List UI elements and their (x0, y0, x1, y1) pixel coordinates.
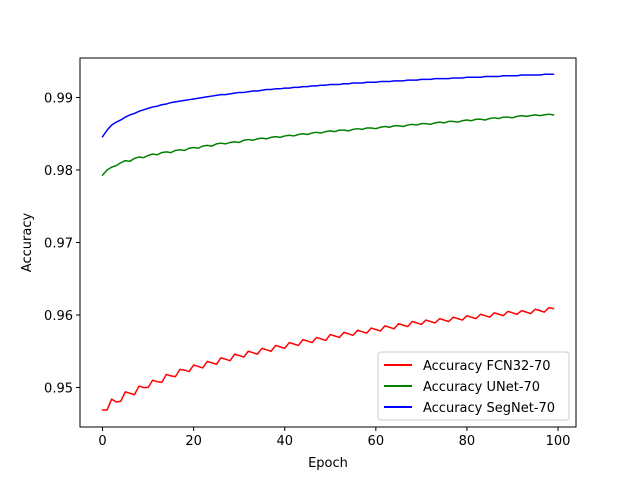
series-line-segnet (101, 73, 555, 138)
x-tick-label: 40 (276, 434, 293, 449)
y-axis-ticks: 0.95 0.96 0.97 0.98 0.99 (44, 92, 80, 396)
x-axis-ticks: 0 20 40 60 80 100 (98, 427, 570, 449)
legend-label-fcn32: Accuracy FCN32-70 (423, 359, 551, 374)
series-layer (101, 73, 555, 411)
x-tick-label: 60 (368, 434, 385, 449)
series-line-fcn32 (101, 307, 555, 411)
y-tick-label: 0.95 (44, 381, 73, 396)
y-tick-label: 0.99 (44, 92, 73, 107)
x-tick-label: 20 (185, 434, 202, 449)
series-line-unet (101, 113, 555, 177)
y-tick-label: 0.97 (44, 237, 73, 252)
x-tick-label: 100 (546, 434, 571, 449)
y-axis-label: Accuracy (20, 213, 35, 273)
x-tick-label: 80 (459, 434, 476, 449)
legend: Accuracy FCN32-70 Accuracy UNet-70 Accur… (377, 351, 570, 421)
legend-label-segnet: Accuracy SegNet-70 (423, 401, 555, 416)
y-tick-label: 0.96 (44, 309, 73, 324)
legend-label-unet: Accuracy UNet-70 (423, 380, 540, 395)
x-tick-label: 0 (98, 434, 106, 449)
legend-frame (377, 351, 570, 421)
y-tick-label: 0.98 (44, 164, 73, 179)
x-axis-label: Epoch (308, 456, 348, 471)
